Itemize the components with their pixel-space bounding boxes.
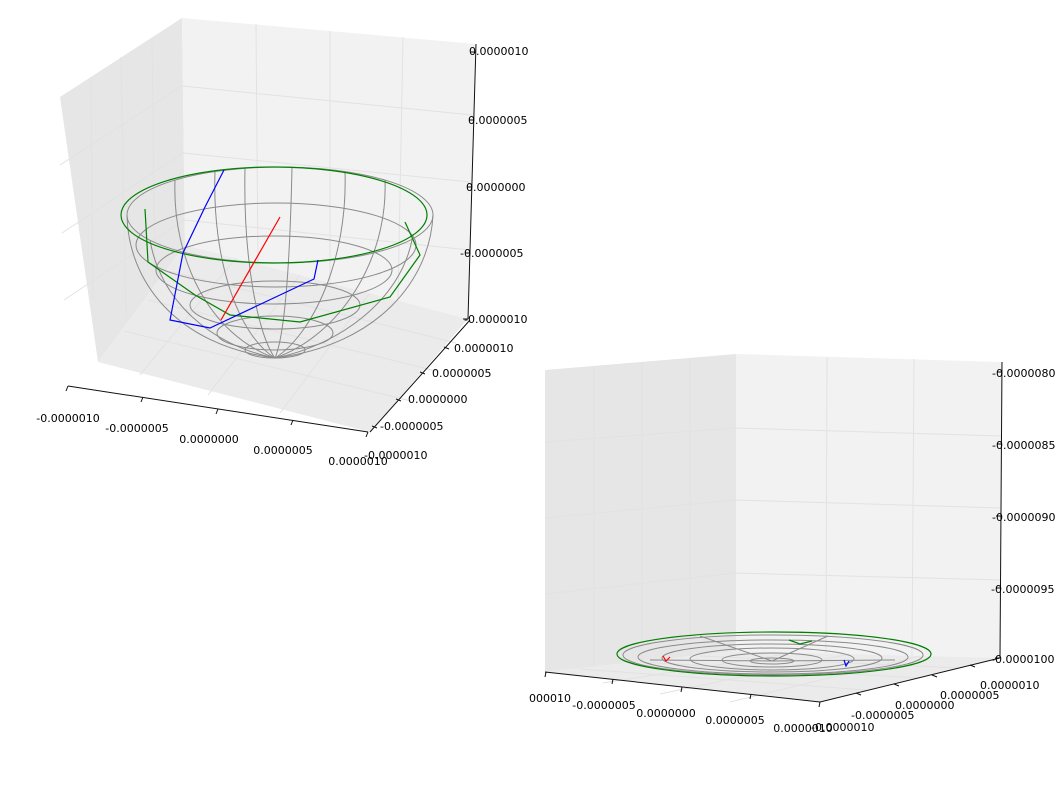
right-y-tick-label: 0.0000010 (980, 679, 1040, 692)
left-x-tick-label: 0.0000005 (253, 444, 313, 457)
right-x-tick-label: 0.0000010 (773, 722, 833, 735)
left-x-tick-label: 0.0000000 (179, 433, 239, 446)
right-y-tick-label: 0.0000005 (940, 689, 1000, 702)
left-series-red (220, 216, 281, 321)
left-series-green (120, 166, 428, 323)
right-series-blue (843, 659, 850, 668)
left-x-tick-label: -0.0000010 (36, 412, 99, 425)
left-z-tick-label: -0.0000005 (460, 247, 523, 260)
right-back-pane (736, 354, 1002, 658)
right-z-axis-line (999, 361, 1003, 659)
left-z-axis-line (467, 43, 477, 320)
right-x-tick-label: 000010 (529, 692, 571, 705)
left-series-blue (169, 169, 319, 329)
right-y-tick-label: -0.0000010 (811, 721, 874, 734)
right-z-tick-label: -0.0000095 (991, 583, 1054, 596)
right-bowl-wireframe (622, 634, 924, 676)
left-z-tick-label: 0.0000000 (466, 181, 526, 194)
left-x-tick-label: 0.0000010 (328, 455, 388, 468)
right-3d-axes: 000010 -0.0000005 0.0000000 0.0000005 0.… (529, 354, 1055, 735)
left-3d-axes: -0.0000010 -0.0000005 0.0000000 0.000000… (36, 18, 529, 468)
right-y-tick-label: -0.0000005 (851, 709, 914, 722)
left-y-tick-label: -0.0000010 (364, 449, 427, 462)
right-z-tick-label: -0.0000090 (992, 511, 1055, 524)
right-z-tick-label: -0.0000100 (991, 653, 1054, 666)
left-tick-marks (65, 51, 476, 438)
right-tick-marks (544, 371, 1002, 708)
right-y-tick-label: 0.0000000 (895, 699, 955, 712)
left-x-tick-label: -0.0000005 (105, 422, 168, 435)
right-z-tick-label: -0.0000080 (992, 367, 1055, 380)
right-z-tick-label: -0.0000085 (992, 439, 1055, 452)
right-gridlines (544, 356, 1002, 703)
right-x-tick-label: -0.0000005 (572, 699, 635, 712)
left-z-tick-label: 0.0000010 (469, 45, 529, 58)
left-y-tick-label: 0.0000010 (454, 342, 514, 355)
right-side-pane (545, 354, 736, 672)
right-x-axis-line (544, 671, 821, 703)
right-series-red (662, 655, 671, 662)
left-z-tick-label: 0.0000005 (468, 114, 528, 127)
left-y-axis-line (369, 319, 471, 433)
right-series-green (616, 631, 932, 677)
right-x-tick-label: 0.0000005 (705, 714, 765, 727)
left-y-tick-label: -0.0000005 (380, 420, 443, 433)
left-y-tick-label: 0.0000005 (432, 367, 492, 380)
left-z-tick-label: -0.0000010 (464, 313, 527, 326)
right-x-tick-label: 0.0000000 (636, 707, 696, 720)
left-y-tick-label: 0.0000000 (408, 393, 468, 406)
